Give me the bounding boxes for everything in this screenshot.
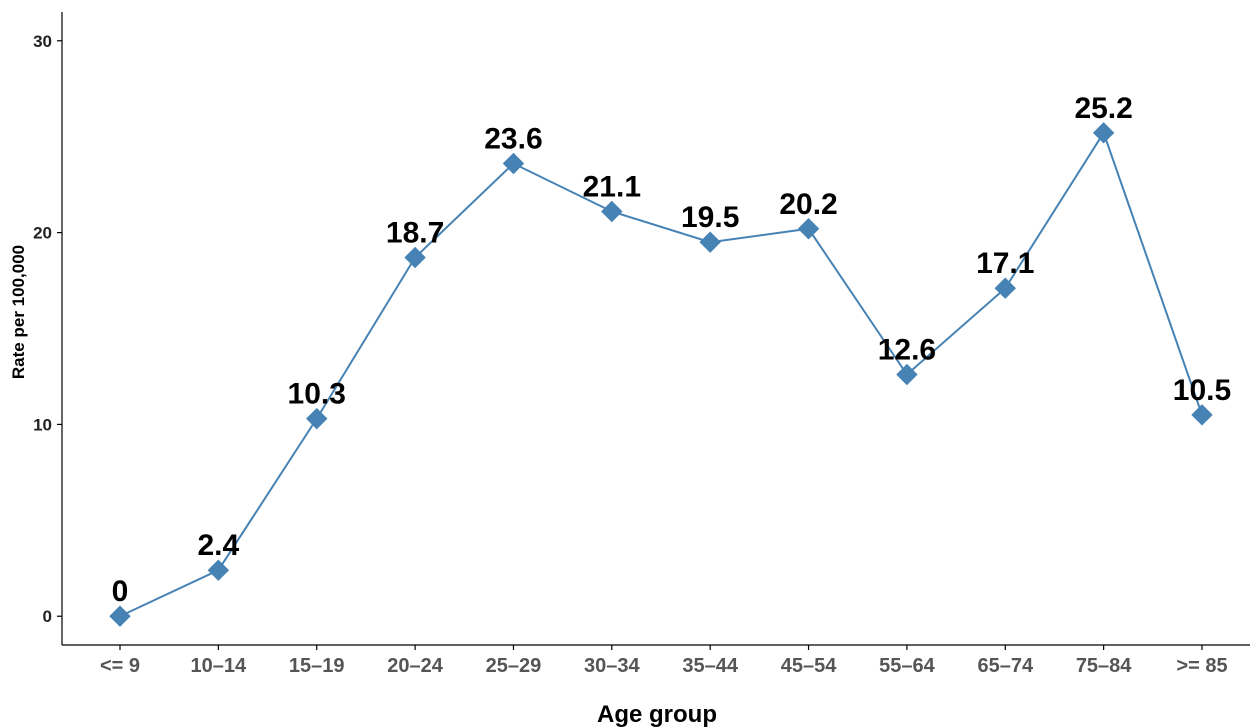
- data-point-marker: [994, 277, 1016, 299]
- y-axis-title: Rate per 100,000: [9, 245, 28, 379]
- x-tick-label: 30–34: [584, 655, 640, 677]
- x-tick-label: 75–84: [1076, 655, 1132, 677]
- data-point-marker: [404, 246, 426, 269]
- data-markers: [109, 122, 1213, 627]
- y-axis-ticks: 0 10 20 30: [33, 32, 62, 626]
- data-value-label: 0: [112, 575, 129, 608]
- data-point-marker: [1191, 404, 1213, 426]
- data-labels: 0 2.4 10.3 18.7 23.6 21.1 19.5 20.2 12.6 17.1 25.2…: [112, 92, 1232, 608]
- data-value-label: 25.2: [1074, 92, 1132, 125]
- y-tick-label: 0: [43, 607, 52, 626]
- data-value-label: 2.4: [198, 529, 240, 562]
- data-point-marker: [699, 231, 721, 253]
- data-value-label: 19.5: [681, 201, 739, 234]
- data-value-label: 20.2: [779, 188, 837, 221]
- data-point-marker: [1092, 122, 1115, 144]
- x-tick-label: 35–44: [682, 655, 738, 677]
- x-tick-label: 20–24: [387, 655, 443, 677]
- data-point-marker: [502, 152, 525, 175]
- data-value-label: 12.6: [878, 334, 936, 367]
- data-point-marker: [306, 407, 328, 430]
- x-tick-label: 10–14: [191, 655, 247, 677]
- x-tick-label: >= 85: [1176, 655, 1227, 677]
- x-tick-label: <= 9: [100, 655, 140, 677]
- x-tick-label: 65–74: [977, 655, 1033, 677]
- data-value-label: 17.1: [976, 247, 1034, 280]
- data-point-marker: [601, 200, 623, 223]
- y-tick-label: 30: [33, 32, 52, 51]
- x-tick-label: 55–64: [879, 655, 935, 677]
- data-point-marker: [896, 363, 918, 386]
- data-point-marker: [797, 218, 820, 240]
- x-tick-label: 45–54: [781, 655, 837, 677]
- x-tick-label: 25–29: [486, 655, 542, 677]
- x-tick-label: 15–19: [289, 655, 345, 677]
- data-point-marker: [207, 559, 230, 581]
- data-point-marker: [109, 605, 131, 627]
- data-value-label: 18.7: [386, 217, 444, 250]
- x-axis-title: Age group: [597, 701, 717, 727]
- x-axis-ticks: <= 9 10–14 15–19 20–24 25–29 30–34 35–44 45–54 5…: [100, 645, 1228, 677]
- data-value-label: 21.1: [583, 170, 641, 203]
- data-value-label: 10.5: [1173, 374, 1231, 407]
- data-value-label: 23.6: [484, 123, 542, 156]
- data-value-label: 10.3: [288, 378, 346, 411]
- series-line: [119, 130, 1203, 618]
- y-tick-label: 20: [33, 224, 52, 243]
- y-tick-label: 10: [33, 415, 52, 434]
